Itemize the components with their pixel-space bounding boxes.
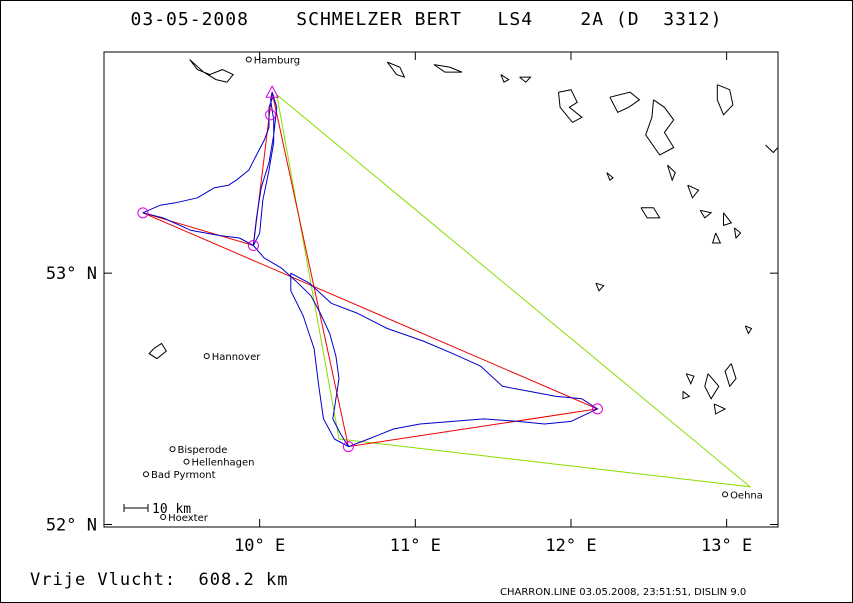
coastline-segment (595, 282, 605, 292)
city-label: Bad Pyrmont (151, 470, 216, 481)
coastline-segment (148, 342, 167, 360)
city-label: Hamburg (254, 56, 300, 67)
coastline-segment (723, 212, 733, 227)
coastline-segment (558, 89, 583, 124)
city-dot (183, 458, 190, 465)
x-tick-label: 11° E (390, 536, 441, 556)
x-tick-label: 13° E (701, 536, 752, 556)
axis-ticks: 10° E 11° E 12° E 13° E 53° N 52° N (46, 52, 778, 556)
task-line (142, 92, 600, 448)
coastline-segment (744, 325, 753, 335)
coastline-segment (386, 61, 406, 78)
city-label: Hannover (212, 352, 262, 363)
credit-line: CHARRON.LINE 03.05.2008, 23:51:51, DISLI… (500, 587, 747, 598)
city-dot (203, 353, 210, 360)
task-triangle (142, 92, 600, 448)
city-dot (245, 56, 252, 63)
city-dot (722, 491, 729, 498)
track-line (142, 91, 598, 448)
turnpoint-markers (137, 85, 603, 453)
flight-header: 03-05-2008 SCHMELZER BERT LS4 2A (D 3312… (0, 9, 853, 30)
coastline-segment (733, 227, 742, 240)
flight-date: 03-05-2008 (130, 9, 249, 30)
scale-bar: 10 km (123, 502, 191, 517)
turnpoint-circle (265, 109, 277, 121)
glider-class: LS4 (497, 9, 534, 30)
start-triangle-marker (265, 85, 279, 98)
coastline-segment (640, 207, 661, 219)
turnpoint-circle (137, 207, 149, 219)
coastline-segment (645, 99, 675, 156)
coastline-segment (711, 232, 722, 244)
coastline-segment (606, 172, 614, 182)
gps-track (142, 91, 598, 448)
coastline-segment (724, 363, 737, 388)
glider-id: 2A (D 3312) (580, 9, 723, 30)
coastline-segment (765, 144, 779, 154)
coastline-segment (609, 91, 641, 113)
city-dot (143, 471, 150, 478)
city-dot (169, 446, 176, 453)
x-tick-label: 12° E (545, 536, 596, 556)
distance-value: 608.2 km (198, 570, 289, 590)
city-label: Oehna (730, 490, 763, 501)
coastline-layer (148, 59, 779, 415)
coastline-segment (716, 84, 734, 116)
coastline-segment (189, 59, 234, 83)
coastline-segment (667, 164, 676, 182)
city-dot (160, 513, 167, 520)
y-tick-label: 53° N (46, 264, 97, 284)
closing-triangle (276, 94, 752, 488)
city-label: Bisperode (177, 445, 227, 456)
map-plot-frame (103, 51, 779, 528)
pilot-name: SCHMELZER BERT (296, 9, 462, 30)
free-flight-distance: Vrije Vlucht: 608.2 km (30, 570, 288, 590)
city-label: Hellenhagen (191, 458, 254, 469)
coastline-segment (687, 184, 700, 199)
coastline-segment (713, 403, 727, 415)
coastline-segment (699, 209, 713, 219)
city-label: Hoexter (168, 513, 209, 524)
coastline-segment (433, 64, 463, 73)
coastline-segment (519, 76, 532, 83)
coastline-segment (682, 390, 691, 400)
turnpoint-circle (342, 441, 354, 453)
turnpoint-circle (591, 403, 603, 415)
turnpoint-circle (247, 240, 259, 252)
coastline-segment (500, 74, 510, 83)
scale-bar-label: 10 km (152, 502, 191, 517)
x-tick-label: 10° E (234, 536, 285, 556)
y-tick-label: 52° N (46, 515, 97, 535)
closing-line (276, 94, 752, 488)
coastline-segment (685, 373, 695, 385)
distance-label: Vrije Vlucht: (30, 570, 177, 590)
coastline-segment (704, 373, 720, 400)
